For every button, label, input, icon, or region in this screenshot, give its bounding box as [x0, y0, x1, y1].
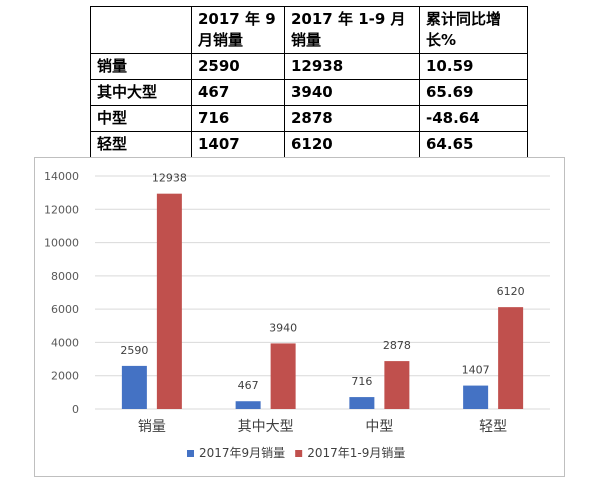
y-tick-label: 4000	[51, 336, 79, 349]
bar	[498, 307, 524, 409]
sales-table: 2017 年 9 月销量 2017 年 1-9 月销量 累计同比增长% 销量 2…	[90, 6, 528, 158]
table-cell: 64.65	[419, 131, 528, 158]
bar	[349, 397, 375, 409]
legend-swatch	[187, 450, 194, 457]
table-cell: 6120	[284, 131, 420, 158]
table-cell: 2878	[284, 105, 420, 132]
table-row: 轻型 1407 6120 64.65	[90, 131, 528, 158]
table-cell: 2590	[191, 53, 285, 80]
table-header-cell	[90, 6, 192, 54]
bar-chart: 0 2000 4000 6000 8000 10000 12000 14000 2590 1293…	[44, 170, 550, 460]
bar	[270, 343, 296, 409]
table-cell: 12938	[284, 53, 420, 80]
legend-swatch	[295, 450, 303, 457]
bar	[235, 401, 261, 409]
table-row: 销量 2590 12938 10.59	[90, 53, 528, 80]
table-header-row: 2017 年 9 月销量 2017 年 1-9 月销量 累计同比增长%	[90, 6, 528, 54]
table-cell: 销量	[90, 53, 192, 80]
table-cell: 1407	[191, 131, 285, 158]
y-tick-label: 2000	[51, 370, 79, 383]
legend-label: 2017年1-9月销量	[307, 446, 405, 460]
table-row: 其中大型 467 3940 65.69	[90, 79, 528, 106]
x-tick-label: 中型	[365, 419, 393, 435]
data-label: 6120	[497, 285, 525, 298]
bar	[121, 365, 147, 409]
table-cell: 轻型	[90, 131, 192, 158]
table-header-cell: 累计同比增长%	[419, 6, 528, 54]
chart-frame: 0 2000 4000 6000 8000 10000 12000 14000 2590 1293…	[34, 157, 565, 477]
bar	[156, 193, 182, 409]
x-tick-label: 轻型	[479, 419, 507, 435]
table-cell: 467	[191, 79, 285, 106]
table-header-cell: 2017 年 1-9 月销量	[284, 6, 420, 54]
data-label: 467	[238, 379, 259, 392]
data-label: 1407	[462, 364, 490, 377]
y-tick-label: 0	[72, 403, 79, 416]
data-label: 3940	[269, 321, 297, 334]
bar	[463, 385, 489, 409]
y-tick-label: 6000	[51, 303, 79, 316]
table-cell: 其中大型	[90, 79, 192, 106]
y-tick-label: 10000	[44, 237, 79, 250]
table-cell: 716	[191, 105, 285, 132]
data-label: 716	[351, 375, 372, 388]
table-header-cell: 2017 年 9 月销量	[191, 6, 285, 54]
y-tick-label: 8000	[51, 270, 79, 283]
table-cell: 65.69	[419, 79, 528, 106]
table-row: 中型 716 2878 -48.64	[90, 105, 528, 132]
data-label: 2878	[383, 339, 411, 352]
y-tick-label: 12000	[44, 203, 79, 216]
x-tick-label: 其中大型	[238, 419, 294, 435]
legend-label: 2017年9月销量	[199, 446, 285, 460]
x-tick-label: 销量	[138, 419, 166, 435]
y-tick-label: 14000	[44, 170, 79, 183]
data-label: 12938	[152, 172, 187, 185]
table-cell: -48.64	[419, 105, 528, 132]
data-label: 2590	[120, 344, 148, 357]
table-cell: 3940	[284, 79, 420, 106]
bar	[384, 361, 410, 409]
table-cell: 中型	[90, 105, 192, 132]
table-cell: 10.59	[419, 53, 528, 80]
